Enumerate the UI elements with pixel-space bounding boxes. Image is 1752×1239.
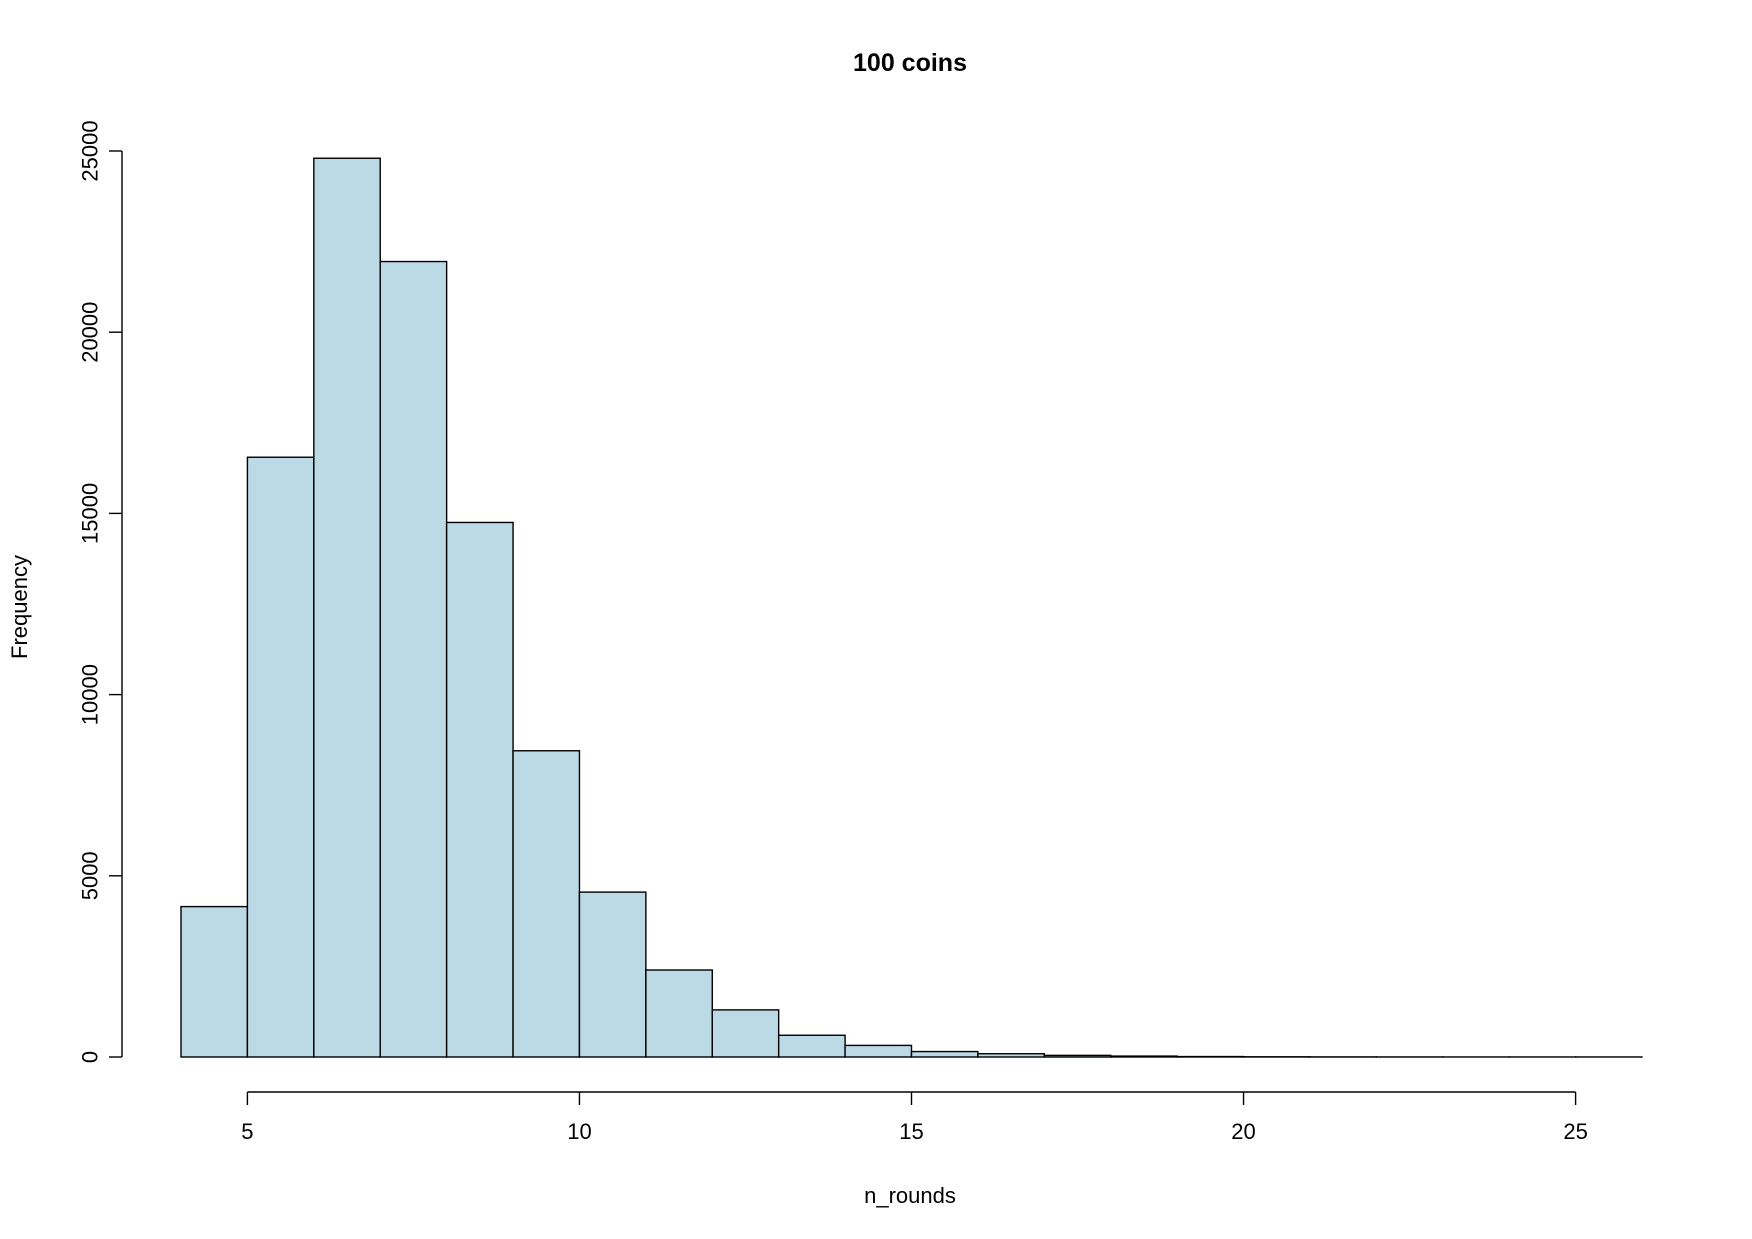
histogram-bar-3 bbox=[379, 260, 448, 1058]
x-tick-label-25: 25 bbox=[1563, 1119, 1587, 1144]
y-tick-label-25000: 25000 bbox=[78, 120, 103, 181]
histogram-bar-10 bbox=[844, 1044, 913, 1058]
bars-group bbox=[180, 157, 1643, 1058]
x-tick-label-15: 15 bbox=[899, 1119, 923, 1144]
x-tick-label-20: 20 bbox=[1231, 1119, 1255, 1144]
y-tick-label-10000: 10000 bbox=[78, 664, 103, 725]
histogram-bar-14 bbox=[1110, 1055, 1178, 1058]
chart-title: 100 coins bbox=[853, 49, 967, 77]
y-tick-label-0: 0 bbox=[78, 1051, 103, 1063]
histogram-bar-5 bbox=[512, 750, 581, 1058]
x-tick-label-5: 5 bbox=[241, 1119, 253, 1144]
histogram-bar-8 bbox=[711, 1009, 780, 1058]
histogram-bar-11 bbox=[910, 1050, 979, 1058]
y-axis-label: Frequency bbox=[7, 555, 32, 659]
histogram-bar-6 bbox=[578, 891, 647, 1058]
histogram-bar-0 bbox=[180, 905, 249, 1058]
histogram-bar-1 bbox=[246, 456, 315, 1058]
x-tick-label-10: 10 bbox=[567, 1119, 591, 1144]
histogram-bar-2 bbox=[313, 157, 381, 1058]
histogram-bar-12 bbox=[977, 1053, 1046, 1058]
histogram-bar-4 bbox=[445, 521, 514, 1058]
y-axis: 0 5000 10000 15000 20000 25000 bbox=[78, 120, 123, 1063]
y-tick-label-20000: 20000 bbox=[78, 302, 103, 363]
histogram-bar-13 bbox=[1043, 1054, 1112, 1058]
histogram-bar-9 bbox=[777, 1034, 846, 1058]
y-tick-label-5000: 5000 bbox=[78, 851, 103, 900]
x-axis: 5 10 15 20 25 bbox=[241, 1091, 1588, 1144]
histogram-bar-7 bbox=[645, 969, 713, 1058]
y-tick-label-15000: 15000 bbox=[78, 483, 103, 544]
x-axis-label: n_rounds bbox=[864, 1183, 956, 1208]
